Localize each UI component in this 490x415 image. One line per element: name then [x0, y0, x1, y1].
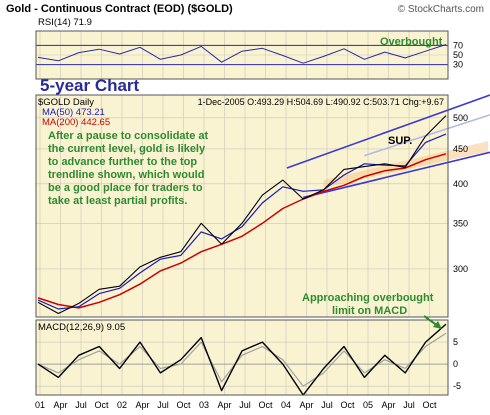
chart-title: Gold - Continuous Contract (EOD) ($GOLD): [6, 3, 233, 15]
x-tick-label: 05: [363, 400, 373, 410]
price-tick-label: 300: [453, 264, 468, 274]
macd-label: MACD(12,26,9) 9.05: [38, 322, 125, 333]
price-tick-label: 450: [453, 144, 468, 154]
series-group: [37, 44, 447, 396]
macd-tick-label: -5: [453, 381, 461, 391]
lower-trendline: [303, 151, 490, 199]
x-tick-label: Jul: [403, 400, 415, 410]
macd-tick-label: 5: [453, 337, 458, 347]
x-tick-label: Apr: [53, 400, 67, 410]
price-tick-label: 350: [453, 218, 468, 228]
macd-line: [37, 323, 447, 396]
x-tick-label: Jul: [157, 400, 169, 410]
x-tick-label: Oct: [340, 400, 355, 410]
tick-labels: 01 Apr Jul Oct 02 Apr Jul Oct 03 Apr Jul Oct 04 Apr Ju…: [35, 40, 468, 410]
macd-annotation-line: Approaching overbought: [302, 292, 434, 304]
x-tick-label: Apr: [299, 400, 313, 410]
commentary-line: After a pause to consolidate at: [48, 130, 208, 142]
x-tick-label: Oct: [258, 400, 273, 410]
copyright-text: © StockCharts.com: [398, 4, 484, 15]
price-tick-label: 400: [453, 179, 468, 189]
rsi-tick-label: 30: [453, 60, 463, 70]
commentary-line: to advance further to the top: [48, 156, 197, 168]
ma200-label: MA(200) 442.65: [42, 117, 110, 128]
x-tick-label: Jul: [75, 400, 87, 410]
ma50-label: MA(50) 473.21: [42, 107, 105, 118]
rsi-label: RSI(14) 71.9: [38, 17, 92, 28]
commentary-line: the current level, gold is likely: [48, 143, 206, 155]
x-tick-label: Oct: [94, 400, 109, 410]
commentary-line: be a good place for traders to: [48, 182, 203, 194]
x-tick-label: 03: [199, 400, 209, 410]
x-tick-label: Jul: [321, 400, 333, 410]
commentary-line: take at least partial profits.: [48, 195, 187, 207]
overbought-label: Overbought: [380, 36, 443, 48]
x-tick-label: 01: [35, 400, 45, 410]
rsi-panel-border: [35, 30, 449, 80]
macd-signal-line: [37, 332, 447, 387]
macd-arrow-head-icon: [433, 321, 442, 329]
quote-label: 1-Dec-2005 O:493.29 H:504.69 L:490.92 C:…: [198, 97, 444, 107]
x-tick-label: Oct: [176, 400, 191, 410]
macd-tick-label: 0: [453, 359, 458, 369]
commentary-line: trendline shown, which would: [48, 169, 204, 181]
upper-trendline: [286, 94, 490, 169]
price-line: [37, 115, 447, 315]
x-tick-label: Oct: [422, 400, 437, 410]
price-panel: [36, 95, 448, 317]
x-tick-label: Apr: [217, 400, 231, 410]
macd-annotation-line: limit on MACD: [332, 305, 407, 317]
rsi-tick-label: 50: [453, 50, 463, 60]
commentary-block: After a pause to consolidate at the curr…: [48, 130, 208, 207]
x-tick-label: 04: [281, 400, 291, 410]
rsi-tick-label: 70: [453, 40, 463, 50]
macd-panel: [36, 320, 448, 395]
support-label: SUP.: [388, 135, 412, 147]
five-year-label: 5-year Chart: [40, 76, 140, 95]
ma200-line: [37, 153, 447, 309]
price-tick-label: 500: [453, 113, 468, 123]
grid-lines: [36, 31, 448, 395]
macd-panel-border: [35, 319, 449, 396]
rsi-line: [37, 44, 447, 64]
x-tick-label: Apr: [135, 400, 149, 410]
x-tick-label: Jul: [239, 400, 251, 410]
price-panel-border: [35, 94, 449, 318]
symbol-label: $GOLD Daily: [38, 97, 94, 108]
x-tick-label: Apr: [381, 400, 395, 410]
x-tick-label: 02: [117, 400, 127, 410]
